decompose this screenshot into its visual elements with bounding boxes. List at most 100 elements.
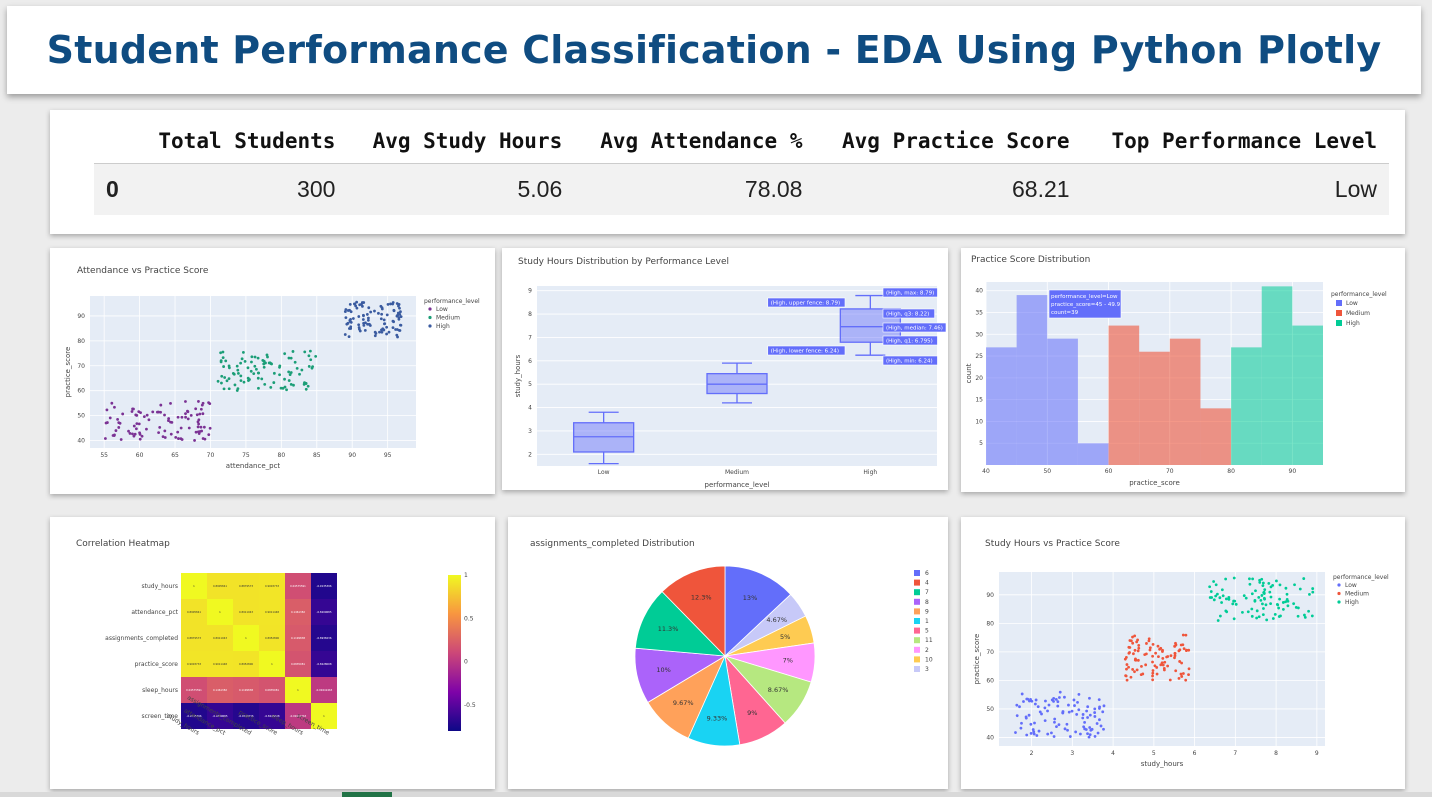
scatter-point-low [201,412,205,416]
scatter-point-medium [231,372,235,375]
scatter-point-medium [1161,663,1165,667]
scatter-point-medium [1179,672,1183,676]
scatter-point-medium [1173,654,1177,658]
scatter-point-low [1050,698,1054,702]
legend-marker-high [1337,600,1341,604]
scatter-point-high [1303,613,1306,617]
scatter-point-high [346,309,350,312]
scatter-point-high [1263,588,1267,592]
heatmap-row-label: study_hours [141,583,178,590]
legend-label-high: High [436,323,450,330]
scatter-point-low [163,413,166,417]
heatmap-cell-label: 0.9011448 [213,662,227,666]
scatter-point-low [1088,726,1092,729]
hover-line: count=39 [1051,310,1079,316]
pie-slice-7 [634,591,727,657]
scatter-point-low [105,421,109,424]
legend-label: 1 [925,618,929,625]
scatter-point-medium [1155,666,1159,669]
scatter-point-high [1281,601,1285,604]
scatter-point-low [137,422,141,426]
scatter-point-high [1232,617,1236,621]
scatter-point-high [1255,616,1259,620]
scatter-point-medium [1184,633,1188,637]
scatter-point-medium [253,355,257,359]
scatter-point-medium [1174,669,1178,673]
legend-marker-medium [428,315,432,320]
heatmap-cell-label: -0.09442463 [316,688,333,692]
scatter-point-high [358,303,362,307]
scatter-point-medium [1131,668,1135,671]
scatter-point-medium [1184,649,1188,653]
scatter-point-medium [1153,664,1157,668]
scatter-point-low [1054,697,1058,701]
scatter-point-medium [283,377,286,381]
scatter-point-medium [227,377,231,381]
scatter-point-high [1234,602,1238,606]
study-hours-box-chart[interactable]: Study Hours Distribution by Performance … [502,248,948,490]
scatter-point-medium [1147,637,1151,641]
scatter-point-medium [283,385,287,389]
heatmap-cell [207,599,233,625]
scatter-point-low [1037,729,1041,733]
legend-title: performance_level [1333,574,1389,581]
scatter-point-high [1248,582,1252,586]
kpi-row-index: 0 [94,163,134,215]
y-tick-label: 9 [528,288,532,295]
scatter-point-high [1268,590,1272,594]
heatmap-cell [233,703,259,729]
scatter-point-low [197,418,201,422]
histogram-bar-high [1231,347,1262,465]
practice-histogram-chart[interactable]: Practice Score Distribution 5 10 15 20 25 30 35… [961,248,1405,492]
scatter-point-medium [1148,648,1152,652]
y-tick-label: 40 [77,438,85,445]
scatter-point-medium [1137,646,1141,650]
scatter-point-low [1027,713,1031,717]
scatter-point-high [1308,593,1311,596]
scatter-point-low [1093,707,1097,711]
scatter-point-medium [1160,661,1164,665]
correlation-heatmap-chart[interactable]: Correlation Heatmap study_hours 1 0.8905841… [50,517,495,789]
scatter-point-high [1271,617,1275,620]
scatter-point-medium [224,359,228,363]
scatter-point-medium [1155,672,1159,676]
taskbar-active-item[interactable] [342,792,392,797]
scatter-point-low [159,410,162,414]
heatmap-cell-label: 0.8911943 [213,636,227,640]
kpi-header-avg-attendance: Avg Attendance % [574,120,815,164]
scatter-point-low [147,418,151,422]
scatter-point-medium [1177,649,1181,653]
legend-label: 5 [925,628,929,635]
scatter-point-low [134,413,138,417]
legend-label-low: Low [436,306,448,313]
scatter-point-high [354,304,358,308]
heatmap-cell [259,573,285,599]
scatter-point-medium [285,388,288,392]
scatter-point-low [1015,714,1019,718]
study-practice-scatter-panel: Study Hours vs Practice Score 2 3 4 5 6 7 8 9 40 5… [961,517,1405,789]
attendance-scatter-chart[interactable]: Attendance vs Practice Score 55 60 65 70 75 80… [50,248,495,494]
scatter-point-low [130,410,134,413]
scatter-point-medium [1151,678,1155,682]
scatter-point-medium [1177,676,1181,680]
assignments-pie-chart[interactable]: assignments_completed Distribution 13% 4.6… [508,517,948,789]
scatter-point-low [179,426,183,430]
legend-marker-low [1337,583,1341,587]
heatmap-cell-label: -0.8209685 [213,714,228,718]
scatter-point-low [1083,720,1086,724]
scatter-point-high [379,304,383,308]
scatter-point-medium [1157,655,1160,658]
scatter-point-low [1093,715,1097,718]
scatter-point-high [1259,598,1263,602]
scatter-point-low [131,432,134,436]
scatter-point-low [1018,705,1021,709]
scatter-point-low [1032,732,1036,736]
pie-slice-label: 4.67% [766,616,787,624]
scatter-point-low [1032,730,1036,734]
plot-area [90,296,416,448]
legend-label: 3 [925,666,929,673]
study-practice-scatter-chart[interactable]: Study Hours vs Practice Score 2 3 4 5 6 7 8 9 40 5… [961,517,1405,789]
scatter-point-high [385,313,389,317]
heatmap-cell [207,703,233,729]
scatter-point-low [1073,704,1076,707]
